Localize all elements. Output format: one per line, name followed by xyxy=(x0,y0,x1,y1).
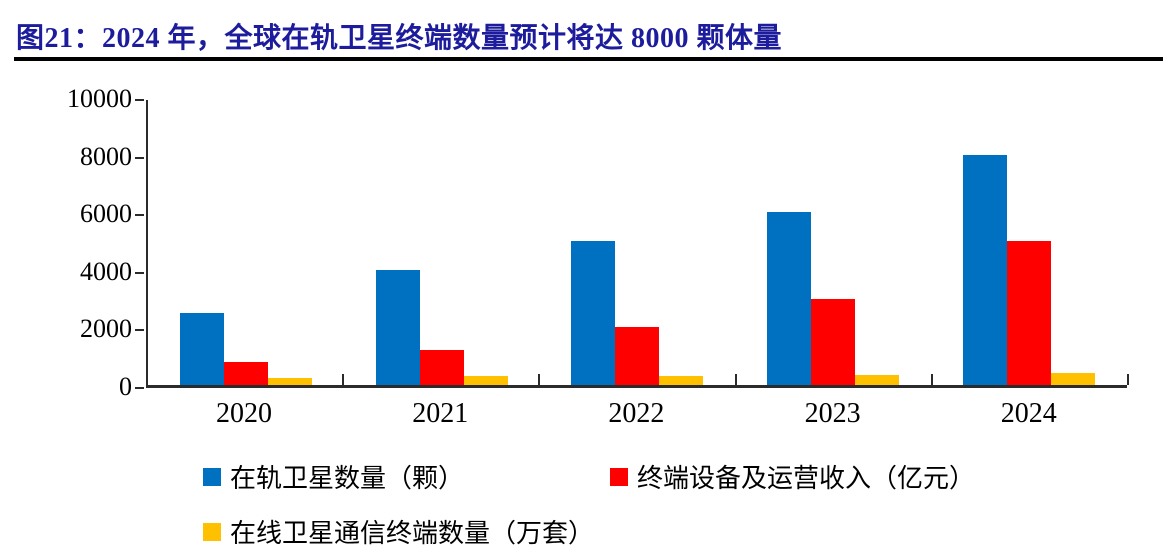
y-label-6000: 6000 xyxy=(80,199,132,229)
y-tick-0 xyxy=(135,387,144,389)
legend-swatch-yellow xyxy=(203,522,221,541)
bar-group-2023 xyxy=(735,100,931,385)
bar-yellow-2021 xyxy=(463,376,508,385)
legend-row-2: 在线卫星通信终端数量（万套） xyxy=(203,513,610,550)
y-tick-2000 xyxy=(135,329,144,332)
x-tick-2023 xyxy=(931,374,933,385)
x-tick-2024 xyxy=(1127,374,1129,385)
bar-groups xyxy=(148,100,1127,385)
legend-item-blue: 在轨卫星数量（颗） xyxy=(203,458,610,495)
bar-yellow-2020 xyxy=(267,378,312,385)
title-underline xyxy=(14,57,1163,61)
x-label-2023: 2023 xyxy=(804,398,861,429)
bar-blue-2021 xyxy=(375,270,420,385)
x-label-2022: 2022 xyxy=(608,398,665,429)
bar-red-2024 xyxy=(1007,241,1052,385)
bar-group-2020 xyxy=(148,100,344,385)
y-label-0: 0 xyxy=(119,372,132,401)
y-label-2000: 2000 xyxy=(80,314,132,344)
bar-red-2021 xyxy=(419,350,464,385)
x-tick-2021 xyxy=(538,374,540,385)
y-tick-10000 xyxy=(135,99,144,101)
bar-group-2021 xyxy=(344,100,540,385)
x-tick-2022 xyxy=(735,374,737,385)
legend-item-yellow: 在线卫星通信终端数量（万套） xyxy=(203,513,610,550)
bar-red-2022 xyxy=(615,327,660,385)
bar-yellow-2023 xyxy=(855,375,900,385)
plot-area xyxy=(146,100,1129,388)
y-tick-4000 xyxy=(135,271,144,274)
y-label-8000: 8000 xyxy=(80,141,132,171)
legend-label-blue: 在轨卫星数量（颗） xyxy=(230,464,465,493)
y-tick-8000 xyxy=(135,156,144,159)
legend-swatch-blue xyxy=(203,467,221,486)
figure-title: 图21：2024 年，全球在轨卫星终端数量预计将达 8000 颗体量 xyxy=(16,23,783,54)
y-label-10000: 10000 xyxy=(67,84,132,113)
legend-row-1: 在轨卫星数量（颗） 终端设备及运营收入（亿元） xyxy=(203,458,975,495)
legend-item-red: 终端设备及运营收入（亿元） xyxy=(610,458,975,495)
legend-swatch-red xyxy=(610,467,628,486)
bar-yellow-2024 xyxy=(1051,373,1096,385)
bar-group-2022 xyxy=(540,100,736,385)
bar-red-2023 xyxy=(811,299,856,385)
x-label-2021: 2021 xyxy=(412,398,469,429)
y-tick-6000 xyxy=(135,214,144,217)
legend-label-yellow: 在线卫星通信终端数量（万套） xyxy=(230,519,595,548)
y-label-4000: 4000 xyxy=(80,256,132,286)
legend-label-red: 终端设备及运营收入（亿元） xyxy=(637,464,976,493)
bar-group-2024 xyxy=(931,100,1127,385)
x-tick-2020 xyxy=(342,374,344,385)
bar-yellow-2022 xyxy=(659,376,704,385)
x-label-2020: 2020 xyxy=(216,398,272,429)
x-label-2024: 2024 xyxy=(1000,398,1057,429)
bar-blue-2020 xyxy=(179,313,224,385)
bar-blue-2023 xyxy=(767,212,812,385)
bar-red-2020 xyxy=(223,362,268,385)
bar-blue-2024 xyxy=(963,155,1008,385)
bar-blue-2022 xyxy=(571,241,616,385)
